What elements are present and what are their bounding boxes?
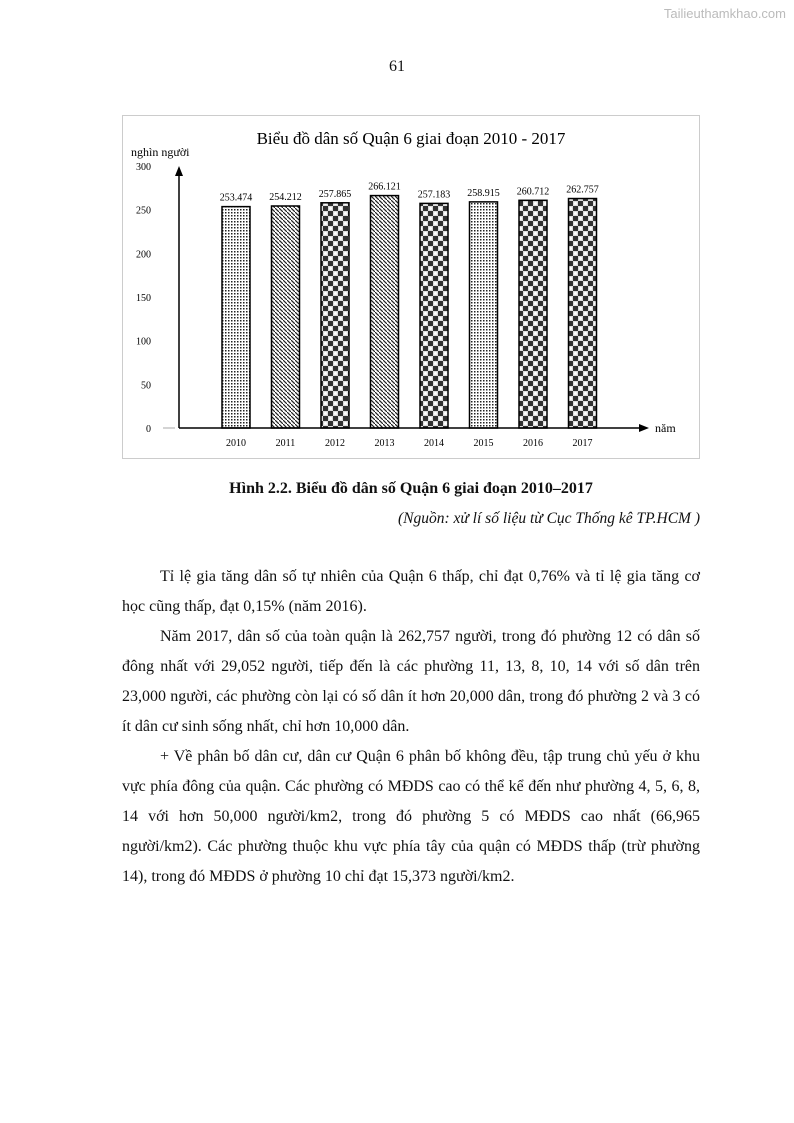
x-tick-label: 2017	[573, 438, 593, 449]
x-axis-arrow	[639, 424, 649, 432]
figure-source: (Nguồn: xử lí số liệu từ Cục Thống kê TP…	[397, 510, 700, 527]
x-tick-label: 2010	[226, 438, 246, 449]
x-tick-label: 2011	[276, 438, 296, 449]
figure-caption: Hình 2.2. Biểu đồ dân số Quận 6 giai đoạ…	[229, 480, 593, 497]
y-axis-label: nghìn người	[131, 145, 190, 159]
bar-2010	[221, 205, 251, 429]
data-label: 257.865	[319, 189, 352, 200]
chart-svg: Biểu đồ dân số Quận 6 giai đoạn 2010 - 2…	[131, 129, 676, 449]
paragraph: + Về phân bố dân cư, dân cư Quận 6 phân …	[122, 748, 700, 885]
bar-2015	[468, 201, 499, 429]
watermark: Tailieuthamkhao.com	[663, 6, 786, 21]
page-number: 61	[389, 58, 405, 75]
x-axis-label: năm	[655, 421, 676, 435]
chart-title: Biểu đồ dân số Quận 6 giai đoạn 2010 - 2…	[257, 129, 566, 148]
data-label: 262.757	[566, 185, 599, 196]
bar-2013	[369, 194, 400, 429]
x-tick-label: 2012	[325, 438, 345, 449]
data-label: 258.915	[467, 188, 500, 199]
paragraph: Tỉ lệ gia tăng dân số tự nhiên của Quận …	[122, 568, 700, 615]
y-tick-label: 250	[136, 206, 151, 217]
data-label: 254.212	[269, 192, 302, 203]
x-tick-label: 2015	[474, 438, 494, 449]
body-text: Tỉ lệ gia tăng dân số tự nhiên của Quận …	[122, 562, 700, 892]
y-axis-arrow	[175, 166, 183, 176]
bar-2011	[270, 205, 301, 429]
data-label: 260.712	[517, 186, 550, 197]
bar-2017	[567, 197, 598, 429]
y-tick-label: 0	[146, 424, 151, 435]
bar-2012	[320, 202, 350, 429]
y-tick-label: 150	[136, 293, 151, 304]
x-tick-label: 2013	[375, 438, 395, 449]
paragraph: Năm 2017, dân số của toàn quận là 262,75…	[122, 628, 700, 735]
population-chart: Biểu đồ dân số Quận 6 giai đoạn 2010 - 2…	[122, 115, 700, 459]
y-tick-label: 50	[141, 380, 151, 391]
data-label: 253.474	[220, 193, 253, 204]
y-tick-label: 200	[136, 249, 151, 260]
y-tick-label: 100	[136, 337, 151, 348]
bar-2014	[419, 202, 449, 429]
data-label: 257.183	[418, 189, 451, 200]
data-label: 266.121	[368, 182, 401, 193]
x-tick-label: 2016	[523, 438, 543, 449]
bar-2016	[518, 199, 548, 429]
y-tick-label: 300	[136, 162, 151, 173]
x-tick-label: 2014	[424, 438, 444, 449]
